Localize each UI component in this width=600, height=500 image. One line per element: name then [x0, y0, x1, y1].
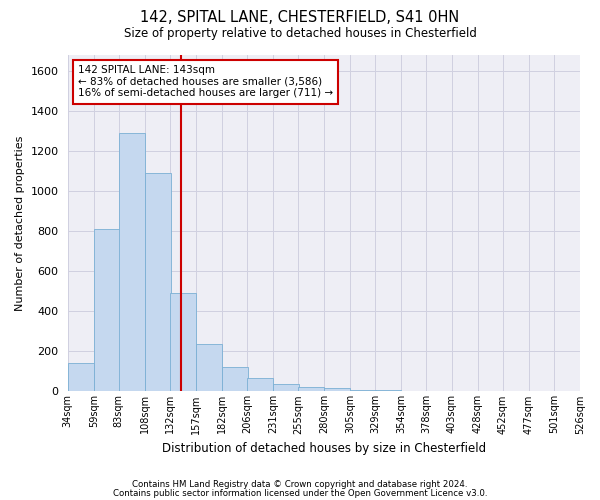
Y-axis label: Number of detached properties: Number of detached properties [15, 136, 25, 311]
Bar [375, 390, 401, 392]
Bar [94, 229, 120, 392]
Bar [170, 294, 196, 392]
Bar [247, 378, 273, 392]
X-axis label: Distribution of detached houses by size in Chesterfield: Distribution of detached houses by size … [162, 442, 486, 455]
Bar [401, 391, 427, 392]
Bar [350, 390, 376, 392]
Text: Contains HM Land Registry data © Crown copyright and database right 2024.: Contains HM Land Registry data © Crown c… [132, 480, 468, 489]
Bar [145, 173, 171, 392]
Bar [273, 384, 299, 392]
Bar [222, 368, 248, 392]
Bar [68, 364, 94, 392]
Text: Contains public sector information licensed under the Open Government Licence v3: Contains public sector information licen… [113, 488, 487, 498]
Bar [324, 388, 350, 392]
Bar [119, 133, 145, 392]
Text: 142, SPITAL LANE, CHESTERFIELD, S41 0HN: 142, SPITAL LANE, CHESTERFIELD, S41 0HN [140, 10, 460, 25]
Bar [196, 344, 222, 392]
Text: Size of property relative to detached houses in Chesterfield: Size of property relative to detached ho… [124, 28, 476, 40]
Text: 142 SPITAL LANE: 143sqm
← 83% of detached houses are smaller (3,586)
16% of semi: 142 SPITAL LANE: 143sqm ← 83% of detache… [78, 65, 333, 98]
Bar [298, 388, 324, 392]
